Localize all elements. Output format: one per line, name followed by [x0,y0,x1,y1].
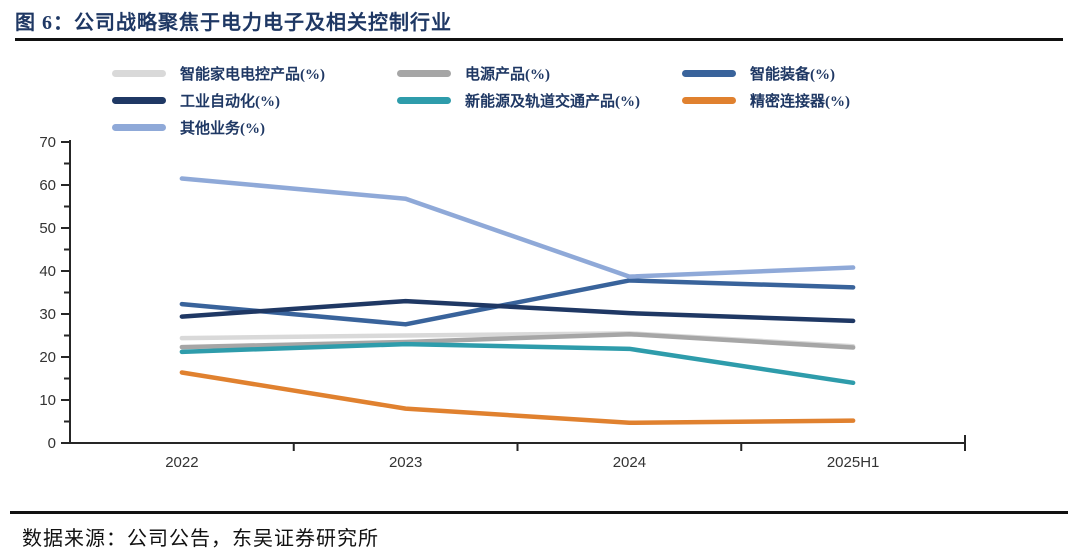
legend-swatch-icon [112,70,166,77]
data-source: 数据来源：公司公告，东吴证券研究所 [22,528,379,550]
figure-title: 图 6：公司战略聚焦于电力电子及相关控制行业 [15,12,452,34]
legend-item[interactable]: 智能家电电控产品(%) [112,60,397,87]
y-tick-label: 20 [39,349,56,366]
legend-item[interactable]: 工业自动化(%) [112,87,397,114]
series-line[interactable] [179,370,856,426]
series-line[interactable] [179,278,856,327]
y-tick-label: 70 [39,134,56,151]
y-tick-label: 10 [39,392,56,409]
legend-swatch-icon [397,70,451,77]
legend-label: 新能源及轨道交通产品(%) [465,94,640,110]
legend-label: 电源产品(%) [465,67,550,83]
title-divider [15,38,1063,41]
chart-legend: 智能家电电控产品(%) 电源产品(%) 智能装备(%) 工业自动化(%) 新能源及轨道交… [112,60,982,141]
y-tick-label: 50 [39,220,56,237]
legend-item[interactable]: 智能装备(%) [682,60,967,87]
legend-swatch-icon [682,70,736,77]
legend-label: 智能装备(%) [750,67,835,83]
legend-item[interactable]: 其他业务(%) [112,114,397,141]
x-tick-label: 2024 [613,454,646,471]
legend-label: 工业自动化(%) [180,94,280,110]
legend-swatch-icon [112,124,166,131]
legend-swatch-icon [397,97,451,104]
legend-item[interactable]: 新能源及轨道交通产品(%) [397,87,682,114]
footer-divider [10,511,1068,514]
legend-label: 精密连接器(%) [750,94,850,110]
series-lines [179,176,856,426]
series-line[interactable] [179,331,856,350]
axes [61,140,966,451]
legend-label: 智能家电电控产品(%) [180,67,325,83]
legend-swatch-icon [112,97,166,104]
x-tick-label: 2023 [389,454,422,471]
x-tick-label: 2025H1 [827,454,880,471]
legend-swatch-icon [682,97,736,104]
y-tick-label: 0 [48,435,56,452]
y-tick-labels: 0 10 20 30 40 50 60 70 [39,134,56,452]
legend-label: 其他业务(%) [180,121,265,137]
series-line[interactable] [179,341,856,386]
y-tick-label: 30 [39,306,56,323]
legend-item[interactable]: 电源产品(%) [397,60,682,87]
y-tick-label: 40 [39,263,56,280]
legend-item[interactable]: 精密连接器(%) [682,87,967,114]
series-line[interactable] [179,176,856,279]
x-tick-labels: 2022 2023 2024 2025H1 [165,454,879,471]
series-line[interactable] [179,298,856,324]
x-tick-label: 2022 [165,454,198,471]
y-tick-label: 60 [39,177,56,194]
